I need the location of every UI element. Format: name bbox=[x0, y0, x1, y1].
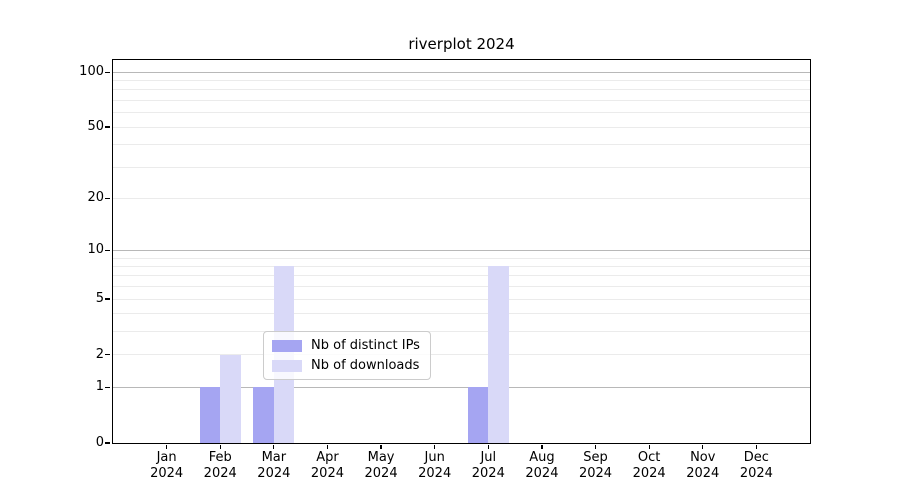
x-tick-month: Apr bbox=[316, 450, 339, 465]
bar-downloads-jul bbox=[488, 266, 509, 443]
y-tick-label-50: 50 bbox=[87, 119, 104, 135]
y-tick-mark-2 bbox=[105, 354, 110, 356]
x-tick-mark-feb bbox=[219, 444, 221, 449]
x-tick-year: 2024 bbox=[739, 466, 773, 481]
y-tick-label-10: 10 bbox=[87, 242, 104, 258]
x-tick-year: 2024 bbox=[150, 466, 184, 481]
gridline-minor-8 bbox=[113, 265, 810, 267]
x-tick-mark-dec bbox=[755, 444, 757, 449]
y-tick-label-100: 100 bbox=[79, 64, 104, 80]
y-tick-label-2: 2 bbox=[95, 346, 104, 362]
x-tick-year: 2024 bbox=[310, 466, 344, 481]
bar-distinct-ips-mar bbox=[253, 387, 274, 443]
gridline-minor-20 bbox=[113, 197, 810, 199]
legend-label-distinct-ips: Nb of distinct IPs bbox=[311, 338, 420, 353]
legend-item-distinct-ips: Nb of distinct IPs bbox=[272, 338, 420, 353]
gridline-major-1 bbox=[113, 386, 810, 388]
x-tick-label-nov: Nov 2024 bbox=[673, 450, 733, 482]
y-tick-mark-1 bbox=[105, 386, 110, 388]
y-tick-mark-50 bbox=[105, 126, 110, 128]
plot-area bbox=[113, 60, 810, 443]
y-tick-label-5: 5 bbox=[95, 291, 104, 307]
bar-downloads-feb bbox=[220, 354, 241, 443]
gridline-minor-40 bbox=[113, 144, 810, 146]
x-tick-label-may: May 2024 bbox=[351, 450, 411, 482]
gridline-minor-6 bbox=[113, 286, 810, 288]
x-tick-label-sep: Sep 2024 bbox=[566, 450, 626, 482]
x-tick-month: Aug bbox=[529, 450, 555, 465]
x-tick-mark-apr bbox=[326, 444, 329, 449]
gridline-major-10 bbox=[113, 249, 810, 251]
gridline-minor-70 bbox=[113, 100, 810, 102]
x-tick-mark-nov bbox=[702, 444, 704, 449]
x-tick-month: Jan bbox=[156, 450, 177, 465]
x-tick-mark-mar bbox=[273, 444, 275, 449]
x-tick-month: Sep bbox=[583, 450, 608, 465]
gridline-minor-80 bbox=[113, 89, 810, 91]
gridline-minor-5 bbox=[113, 298, 810, 300]
x-tick-year: 2024 bbox=[632, 466, 666, 481]
x-tick-label-oct: Oct 2024 bbox=[619, 450, 679, 482]
x-tick-year: 2024 bbox=[686, 466, 720, 481]
x-tick-year: 2024 bbox=[257, 466, 291, 481]
x-tick-year: 2024 bbox=[418, 466, 452, 481]
x-tick-label-jun: Jun 2024 bbox=[405, 450, 465, 482]
gridline-minor-30 bbox=[113, 166, 810, 168]
bar-distinct-ips-feb bbox=[199, 387, 221, 443]
gridline-minor-60 bbox=[113, 112, 810, 114]
gridline-minor-50 bbox=[113, 126, 810, 128]
gridline-minor-2 bbox=[113, 354, 810, 356]
x-tick-year: 2024 bbox=[471, 466, 505, 481]
gridline-minor-3 bbox=[113, 331, 810, 333]
x-tick-mark-aug bbox=[541, 444, 543, 449]
legend-label-downloads: Nb of downloads bbox=[311, 358, 420, 373]
x-tick-month: Jul bbox=[480, 450, 497, 465]
x-tick-mark-sep bbox=[594, 444, 597, 449]
x-tick-mark-oct bbox=[648, 444, 650, 449]
x-tick-mark-jul bbox=[487, 444, 489, 449]
bar-distinct-ips-jul bbox=[467, 387, 489, 443]
x-tick-label-jul: Jul 2024 bbox=[458, 450, 518, 482]
y-tick-label-0: 0 bbox=[95, 435, 104, 450]
gridline-minor-4 bbox=[113, 313, 810, 315]
y-tick-mark-100 bbox=[105, 71, 110, 73]
y-tick-mark-5 bbox=[105, 298, 110, 300]
x-tick-year: 2024 bbox=[578, 466, 613, 481]
x-tick-mark-jun bbox=[434, 444, 436, 449]
x-tick-year: 2024 bbox=[203, 466, 237, 481]
x-tick-year: 2024 bbox=[525, 466, 559, 481]
y-tick-mark-10 bbox=[105, 249, 110, 251]
x-tick-label-mar: Mar 2024 bbox=[244, 450, 304, 482]
x-tick-label-jan: Jan 2024 bbox=[137, 450, 197, 482]
x-tick-month: May bbox=[367, 450, 395, 465]
y-tick-mark-0 bbox=[105, 442, 110, 444]
distinct-ips-swatch-icon bbox=[272, 339, 302, 352]
x-tick-label-apr: Apr 2024 bbox=[297, 450, 357, 482]
y-tick-label-20: 20 bbox=[87, 190, 104, 206]
x-tick-month: Dec bbox=[743, 450, 769, 465]
gridline-minor-90 bbox=[113, 80, 810, 82]
x-tick-month: Feb bbox=[208, 450, 232, 465]
x-tick-month: Mar bbox=[261, 450, 287, 465]
x-tick-year: 2024 bbox=[364, 466, 398, 481]
x-tick-month: Nov bbox=[690, 450, 716, 465]
x-tick-label-feb: Feb 2024 bbox=[190, 450, 250, 482]
x-tick-label-dec: Dec 2024 bbox=[726, 450, 786, 482]
gridline-major-100 bbox=[113, 71, 810, 73]
x-tick-label-aug: Aug 2024 bbox=[512, 450, 572, 482]
y-tick-mark-20 bbox=[105, 197, 110, 199]
downloads-swatch-icon bbox=[272, 359, 302, 372]
x-tick-mark-may bbox=[380, 444, 382, 449]
x-tick-mark-jan bbox=[166, 444, 168, 449]
gridline-minor-9 bbox=[113, 257, 810, 259]
y-tick-label-1: 1 bbox=[95, 379, 104, 395]
legend: Nb of distinct IPs Nb of downloads bbox=[263, 331, 431, 380]
legend-item-downloads: Nb of downloads bbox=[272, 358, 420, 373]
x-tick-month: Oct bbox=[637, 450, 661, 465]
chart-title: riverplot 2024 bbox=[408, 35, 515, 53]
x-tick-month: Jun bbox=[424, 450, 445, 465]
gridline-minor-7 bbox=[113, 275, 810, 277]
